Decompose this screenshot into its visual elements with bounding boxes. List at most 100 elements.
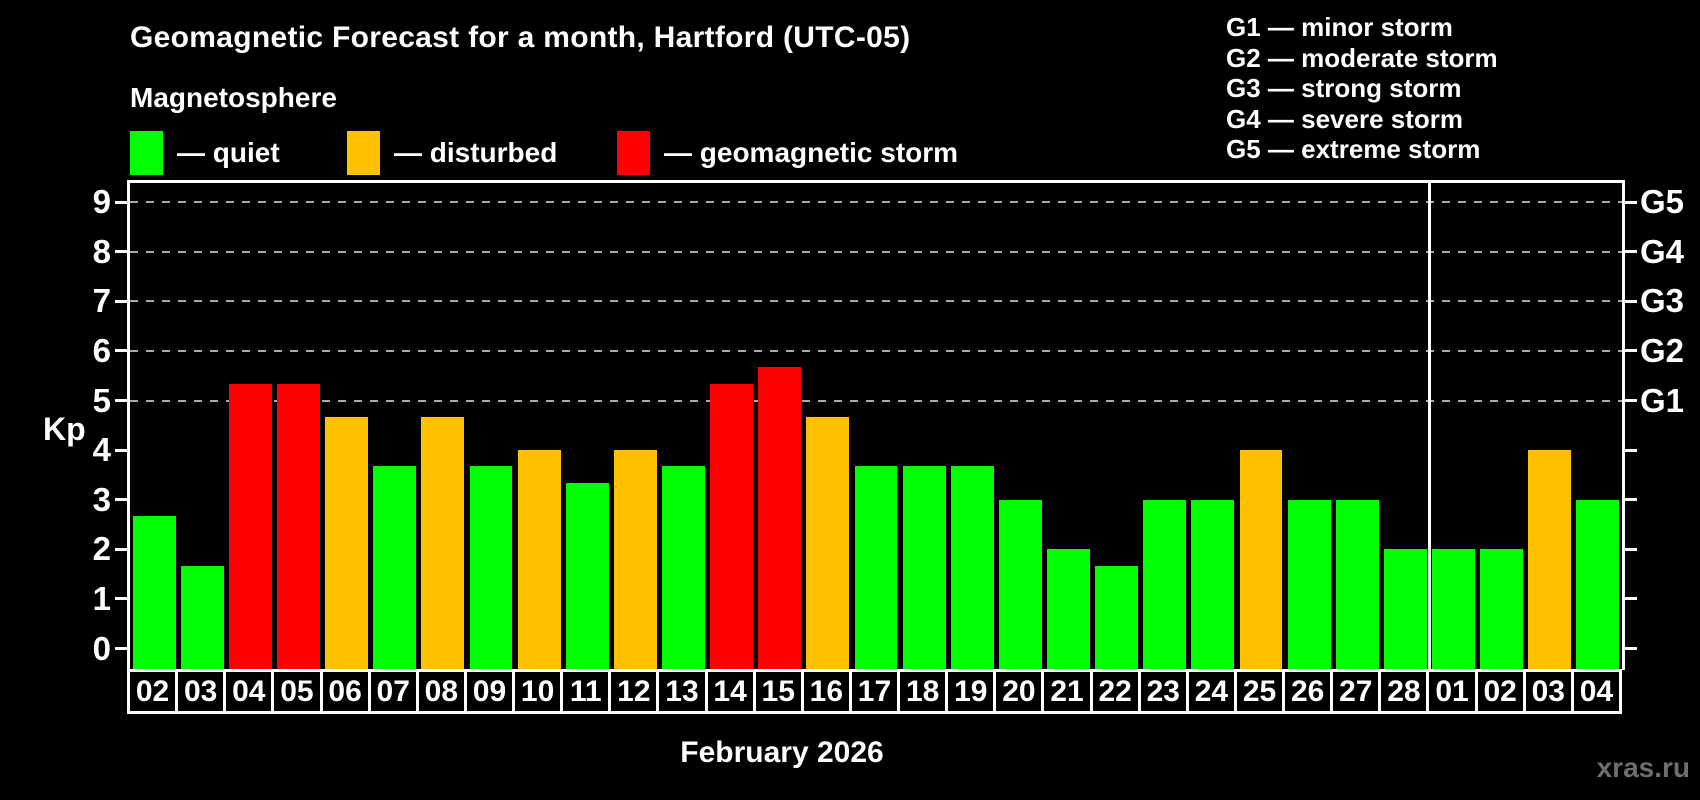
kp-bar-12 [710,384,754,670]
legend-label-storm: — geomagnetic storm [664,136,959,168]
kp-bar-23 [1239,450,1283,670]
g-axis-label-g2: G2 [1640,331,1685,369]
date-cell-18: 20 [993,669,1045,714]
date-cell-8: 10 [512,669,564,714]
kp-bar-8 [517,450,561,670]
y-axis-label: 6 [92,331,111,369]
y-tick [115,448,127,452]
watermark: xras.ru [1596,752,1690,783]
right-tick [1625,250,1637,254]
kp-bar-25 [1335,499,1379,670]
date-cell-4: 06 [319,669,371,714]
y-axis-label: 1 [92,579,111,617]
y-axis-label: 4 [92,431,111,469]
gridline-kp6 [130,349,1622,352]
y-tick [115,299,127,303]
g4-legend-line: G4 — severe storm [1226,103,1464,134]
date-cell-21: 23 [1137,669,1189,714]
date-cell-1: 03 [175,669,227,714]
date-cell-12: 14 [704,669,756,714]
quiet-color-swatch [130,130,163,175]
date-cell-29: 03 [1522,669,1574,714]
disturbed-color-swatch [347,130,380,175]
date-cell-22: 24 [1185,669,1237,714]
y-tick [115,200,127,204]
gridline-kp9 [130,201,1622,204]
date-cell-7: 09 [463,669,516,714]
date-cell-6: 08 [415,669,467,714]
y-tick [115,250,127,254]
kp-bar-1 [180,565,224,670]
kp-bar-18 [998,499,1042,670]
y-tick [115,647,127,650]
date-cell-5: 07 [367,669,419,714]
right-tick [1625,647,1637,650]
legend-item-quiet: — quiet [130,129,280,176]
right-tick [1625,200,1637,204]
y-axis-line [127,180,130,670]
y-tick [115,547,127,551]
month-label: February 2026 [680,736,884,769]
legend-label-quiet: — quiet [177,136,280,168]
kp-bar-29 [1528,450,1572,670]
g-axis-label-g5: G5 [1640,183,1685,221]
date-cell-11: 13 [656,669,708,714]
right-tick [1625,349,1637,353]
g-axis-label-g3: G3 [1640,282,1685,320]
kp-bar-5 [373,466,417,670]
y-tick [115,498,127,502]
date-cell-20: 22 [1089,669,1141,714]
kp-bar-17 [950,466,994,670]
kp-bar-24 [1287,499,1331,670]
kp-bar-26 [1383,549,1427,670]
plot-area: 0 1 2 3 4 5 6 7 8 9 G1 G2 G3 G4 G5 [93,183,1684,670]
y-axis-label: 5 [92,381,111,419]
legend-item-storm: — geomagnetic storm [617,129,958,176]
date-cell-9: 11 [560,669,612,714]
kp-bar-19 [1047,549,1090,670]
date-cell-23: 25 [1233,669,1286,714]
kp-bar-4 [325,416,369,670]
kp-bar-0 [132,516,176,670]
y-axis-label: 9 [92,183,111,221]
date-cell-15: 17 [848,669,901,714]
y-tick [115,399,127,402]
y-tick [115,597,127,601]
date-cell-10: 12 [608,669,660,714]
date-cell-25: 27 [1330,669,1382,714]
g-scale-legend: G1 — minor storm G2 — moderate storm G3 … [1226,12,1498,165]
date-cell-0: 02 [127,669,179,714]
legend-item-disturbed: — disturbed [347,129,557,176]
g-axis-label-g1: G1 [1640,381,1685,419]
kp-bar-11 [662,466,705,670]
kp-bar-22 [1191,499,1235,670]
date-cell-16: 18 [897,669,949,714]
right-tick [1625,448,1637,452]
y-axis-label: 8 [92,232,111,270]
g1-legend-line: G1 — minor storm [1226,12,1453,42]
date-cell-3: 05 [271,669,323,714]
date-cell-13: 15 [752,669,804,714]
kp-bar-21 [1143,499,1187,670]
gridline-kp7 [130,300,1622,303]
page-title: Geomagnetic Forecast for a month, Hartfo… [130,21,911,54]
kp-bar-28 [1480,549,1524,670]
right-tick [1625,597,1637,601]
kp-bar-10 [613,450,657,670]
y-axis-label: 0 [92,629,111,667]
right-tick [1625,547,1637,551]
kp-bar-3 [276,384,320,670]
y-axis-label: 2 [92,530,111,568]
kp-bar-20 [1095,565,1139,670]
date-cell-24: 26 [1282,669,1334,714]
kp-bar-7 [469,466,513,670]
kp-bar-2 [228,384,272,670]
magnetosphere-subtitle: Magnetosphere [130,82,337,113]
y-tick [115,349,127,353]
kp-bar-9 [565,483,609,670]
g2-legend-line: G2 — moderate storm [1226,42,1498,73]
kp-bar-27 [1432,549,1475,670]
g5-legend-line: G5 — extreme storm [1226,134,1481,164]
g-axis-label-g4: G4 [1640,232,1685,270]
